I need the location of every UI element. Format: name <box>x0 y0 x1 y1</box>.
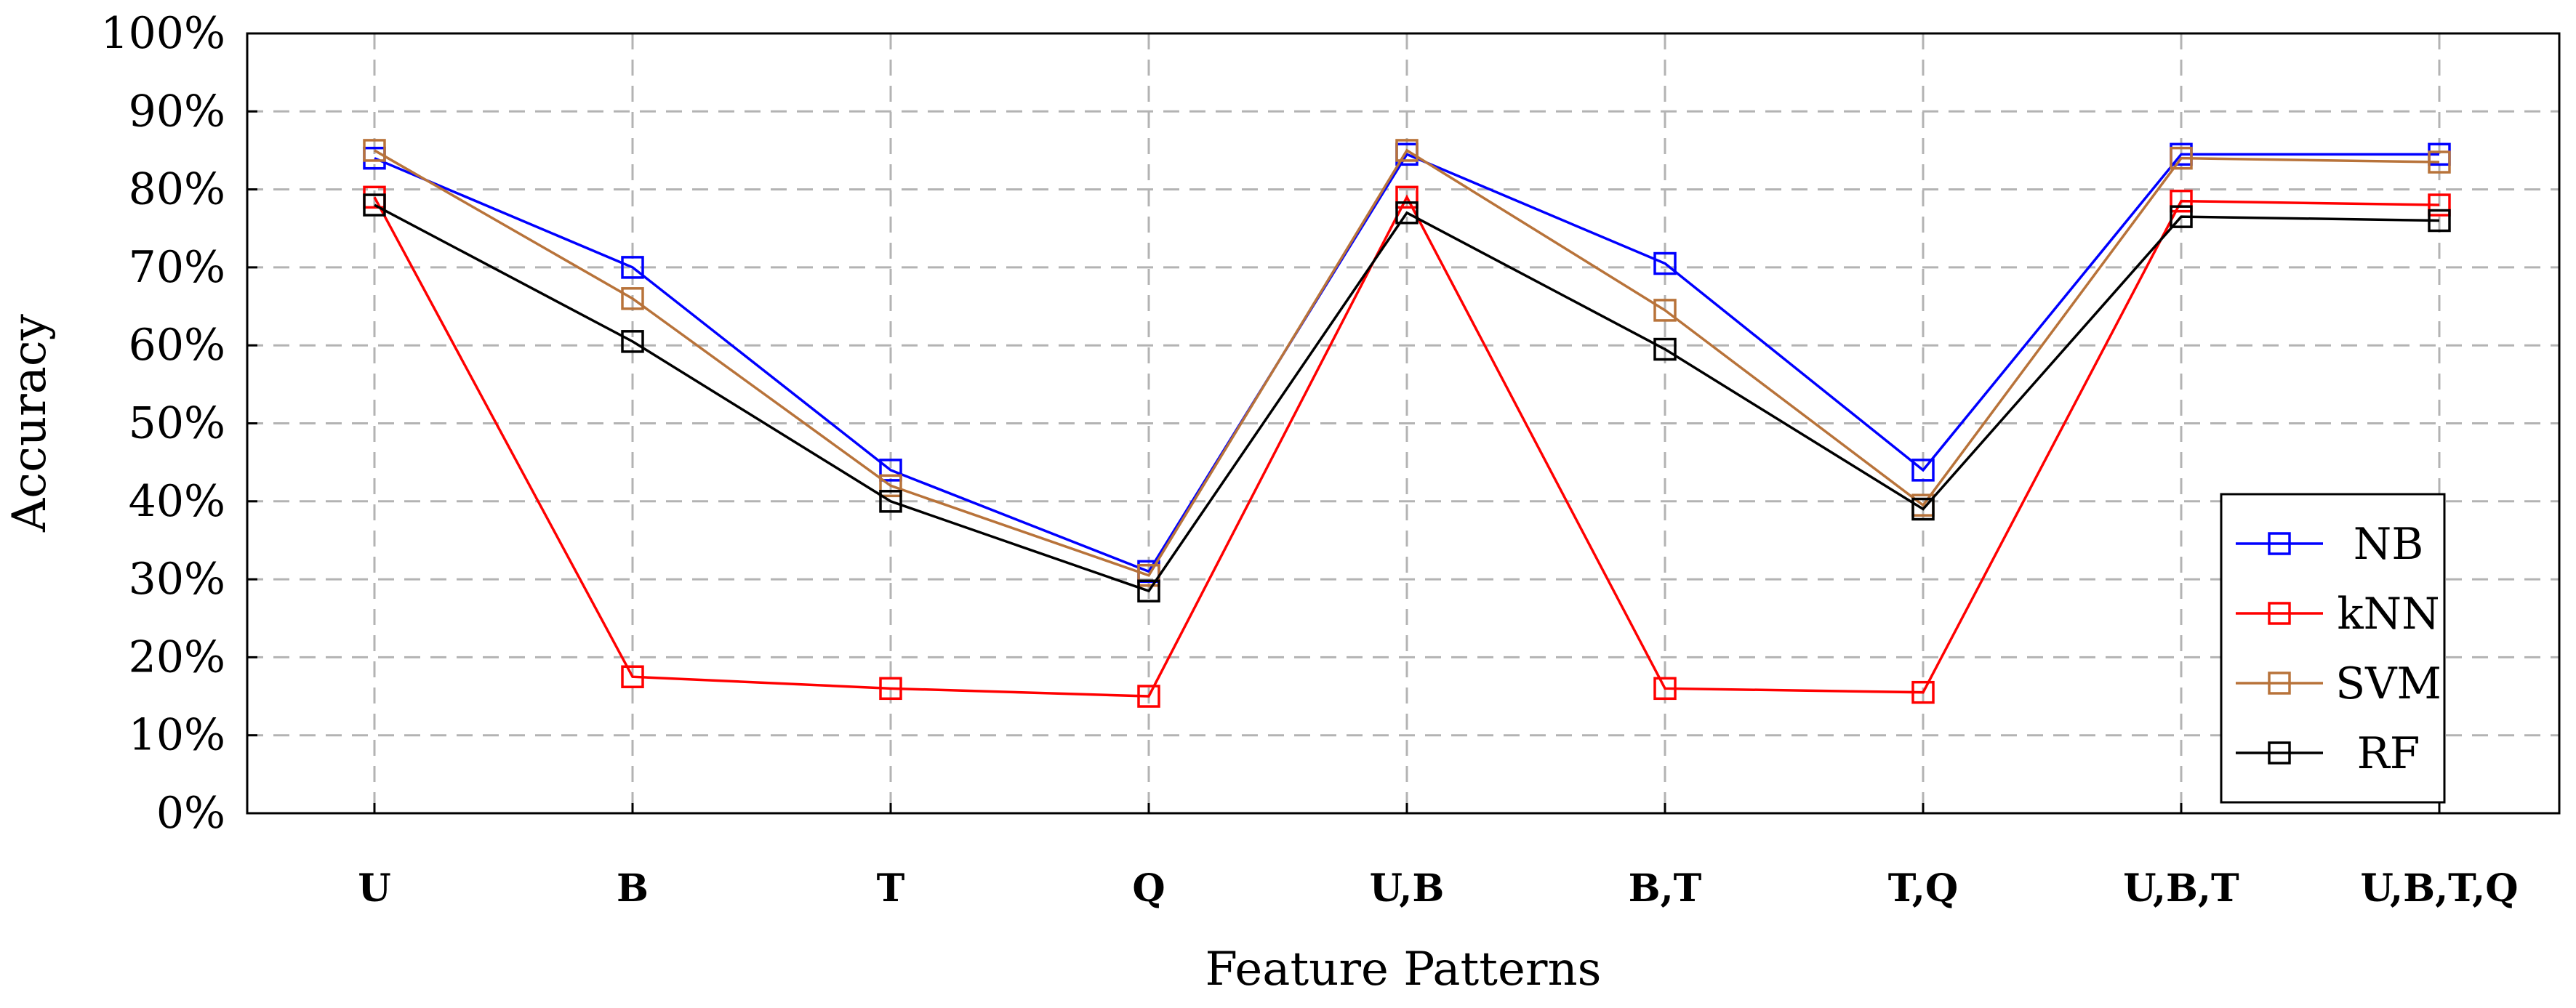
legend-marker <box>2268 602 2291 625</box>
legend-marker <box>2268 532 2291 555</box>
legend-label: SVM <box>2335 658 2441 709</box>
data-point <box>2170 189 2193 213</box>
data-point <box>1395 139 1419 162</box>
x-tick-label: U <box>358 866 390 911</box>
x-tick-label: T <box>877 866 905 911</box>
series <box>363 139 2451 708</box>
legend-label: kNN <box>2337 589 2439 640</box>
legend-entry-nb: NB <box>2236 519 2423 570</box>
data-point <box>2428 193 2451 217</box>
data-point <box>879 677 902 701</box>
legend-marker <box>2268 741 2291 765</box>
y-axis-label: Accuracy <box>3 314 57 533</box>
x-tick-label: T,Q <box>1888 866 1958 911</box>
data-point <box>2428 150 2451 174</box>
data-point <box>1653 251 1677 275</box>
data-point <box>1137 579 1160 602</box>
y-tick-label: 50% <box>129 398 225 449</box>
data-point <box>1653 337 1677 361</box>
legend: NB kNN SVM RF <box>2220 493 2446 804</box>
y-axis-ticks: 0% 10% 20% 30% 40% 50% 60% 70% 80% 90% 100% <box>100 8 257 839</box>
data-point <box>879 490 902 513</box>
y-tick-label: 0% <box>156 788 225 839</box>
data-point <box>1911 497 1935 521</box>
legend-entry-svm: SVM <box>2236 658 2441 709</box>
y-tick-label: 30% <box>129 554 225 605</box>
x-tick-label: B <box>617 866 649 911</box>
legend-label: NB <box>2354 519 2424 570</box>
series-knn <box>363 185 2451 708</box>
x-tick-label: U,B <box>1370 866 1445 911</box>
data-point <box>879 459 902 482</box>
y-tick-label: 40% <box>129 476 225 527</box>
y-tick-label: 10% <box>129 710 225 761</box>
y-tick-label: 90% <box>129 86 225 137</box>
y-tick-label: 60% <box>129 320 225 371</box>
data-point <box>1137 685 1160 708</box>
series-rf <box>363 193 2451 602</box>
data-point <box>621 665 644 688</box>
y-tick-label: 20% <box>129 632 225 682</box>
x-tick-label: Q <box>1132 866 1165 911</box>
series-line <box>374 203 2440 593</box>
x-axis-ticks: U B T Q U,B B,T T,Q U,B,T U,B,T,Q <box>358 803 2519 911</box>
series-line <box>373 194 2440 698</box>
data-point <box>2170 146 2193 170</box>
legend-marker <box>2268 672 2291 695</box>
data-point <box>621 287 644 310</box>
y-tick-label: 100% <box>100 8 225 59</box>
data-point <box>2428 209 2451 233</box>
y-tick-label: 80% <box>129 164 225 215</box>
legend-label: RF <box>2357 728 2420 779</box>
grid <box>247 32 2559 815</box>
data-point <box>1395 185 1419 209</box>
series-line <box>374 153 2439 573</box>
data-point <box>621 256 644 279</box>
x-tick-label: B,T <box>1629 866 1702 911</box>
data-point <box>363 193 386 217</box>
x-tick-label: U,B,T,Q <box>2360 866 2518 911</box>
series-line <box>374 148 2440 577</box>
data-point <box>363 139 386 162</box>
data-point <box>1911 459 1935 482</box>
x-tick-label: U,B,T <box>2123 866 2239 911</box>
data-point <box>621 330 644 353</box>
x-axis-label: Feature Patterns <box>1205 943 1602 996</box>
data-point <box>879 474 902 498</box>
data-point <box>1395 201 1419 225</box>
y-tick-label: 70% <box>129 242 225 293</box>
data-point <box>2170 205 2193 228</box>
legend-entry-rf: RF <box>2236 728 2420 779</box>
legend-entry-knn: kNN <box>2236 589 2440 640</box>
data-point <box>1653 677 1677 701</box>
legend-box <box>2220 493 2446 804</box>
data-point <box>1911 680 1935 704</box>
data-point <box>1653 299 1677 322</box>
